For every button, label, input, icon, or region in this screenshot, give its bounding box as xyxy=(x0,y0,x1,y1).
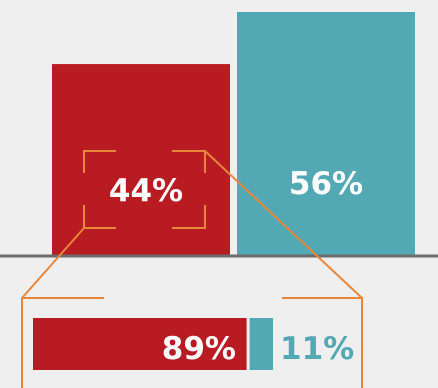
zoom-line-left xyxy=(21,227,85,299)
segment-89 xyxy=(33,318,247,370)
data-label-56: 56% xyxy=(289,166,363,202)
main-bar-chart: 44% 56% xyxy=(0,12,438,258)
data-label-89: 89% xyxy=(162,331,236,367)
callout-corner-br xyxy=(172,205,206,229)
bar-56 xyxy=(237,12,415,255)
callout-corner-tl xyxy=(83,150,116,173)
callout-zoom xyxy=(21,150,363,388)
data-label-44: 44% xyxy=(109,173,183,209)
zoom-frame-left xyxy=(21,297,104,388)
breakdown-bar: 89% 11% xyxy=(33,318,354,370)
data-label-11: 11% xyxy=(280,331,354,367)
bar-44 xyxy=(52,64,230,255)
zoom-frame-right xyxy=(282,297,363,388)
zoom-line-right xyxy=(204,150,363,299)
segment-11 xyxy=(249,318,273,370)
